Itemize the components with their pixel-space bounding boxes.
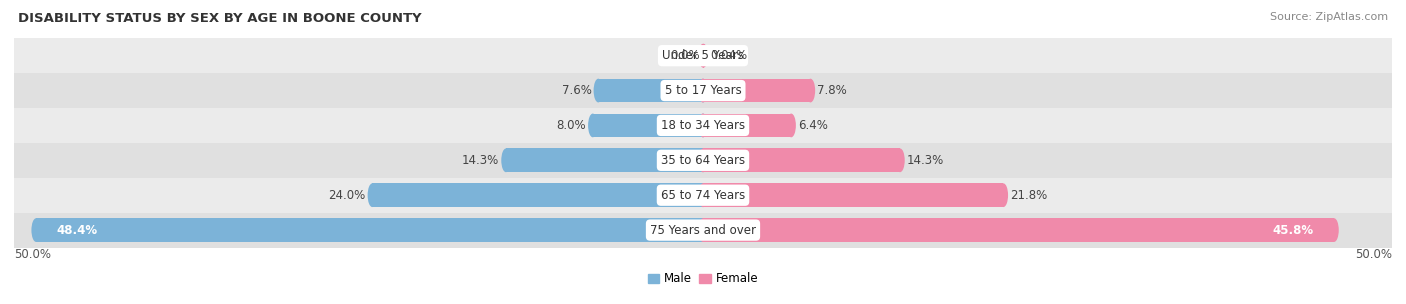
Bar [703, 148, 900, 172]
Circle shape [699, 148, 707, 172]
Circle shape [699, 218, 707, 242]
Circle shape [699, 183, 707, 207]
Circle shape [699, 183, 707, 207]
Text: 8.0%: 8.0% [557, 119, 586, 132]
Circle shape [699, 114, 707, 137]
Text: DISABILITY STATUS BY SEX BY AGE IN BOONE COUNTY: DISABILITY STATUS BY SEX BY AGE IN BOONE… [18, 12, 422, 25]
Circle shape [699, 114, 707, 137]
Bar [14, 38, 1392, 73]
Text: 65 to 74 Years: 65 to 74 Years [661, 189, 745, 202]
Circle shape [896, 148, 904, 172]
Text: Under 5 Years: Under 5 Years [662, 49, 744, 62]
Bar [593, 114, 703, 137]
Text: 7.8%: 7.8% [817, 84, 846, 97]
Text: 14.3%: 14.3% [907, 154, 945, 167]
Text: 0.04%: 0.04% [710, 49, 748, 62]
Bar [14, 143, 1392, 178]
Circle shape [699, 44, 707, 67]
Circle shape [806, 79, 815, 102]
Text: 7.6%: 7.6% [561, 84, 592, 97]
Circle shape [699, 79, 707, 102]
Circle shape [588, 114, 598, 137]
Circle shape [699, 44, 709, 67]
Text: 14.3%: 14.3% [461, 154, 499, 167]
Text: 75 Years and over: 75 Years and over [650, 224, 756, 237]
Circle shape [1330, 218, 1339, 242]
Text: 48.4%: 48.4% [56, 224, 98, 237]
Bar [14, 213, 1392, 247]
Text: 24.0%: 24.0% [328, 189, 366, 202]
Text: 50.0%: 50.0% [1355, 248, 1392, 261]
Bar [599, 79, 703, 102]
Bar [703, 79, 810, 102]
Circle shape [502, 148, 510, 172]
Circle shape [593, 79, 603, 102]
Circle shape [699, 218, 707, 242]
Text: 45.8%: 45.8% [1272, 224, 1313, 237]
Circle shape [786, 114, 796, 137]
Text: 0.0%: 0.0% [671, 49, 700, 62]
Circle shape [699, 79, 707, 102]
Text: 50.0%: 50.0% [14, 248, 51, 261]
Bar [37, 218, 703, 242]
Circle shape [367, 183, 377, 207]
Text: 18 to 34 Years: 18 to 34 Years [661, 119, 745, 132]
Bar [703, 183, 1004, 207]
Bar [14, 73, 1392, 108]
Circle shape [31, 218, 41, 242]
Bar [373, 183, 703, 207]
Bar [506, 148, 703, 172]
Text: 5 to 17 Years: 5 to 17 Years [665, 84, 741, 97]
Bar [703, 218, 1334, 242]
Circle shape [699, 148, 707, 172]
Text: 21.8%: 21.8% [1011, 189, 1047, 202]
Bar [703, 114, 792, 137]
Legend: Male, Female: Male, Female [643, 268, 763, 290]
Text: Source: ZipAtlas.com: Source: ZipAtlas.com [1270, 12, 1388, 22]
Text: 6.4%: 6.4% [799, 119, 828, 132]
Bar [14, 178, 1392, 213]
Circle shape [998, 183, 1008, 207]
Text: 35 to 64 Years: 35 to 64 Years [661, 154, 745, 167]
Bar [14, 108, 1392, 143]
